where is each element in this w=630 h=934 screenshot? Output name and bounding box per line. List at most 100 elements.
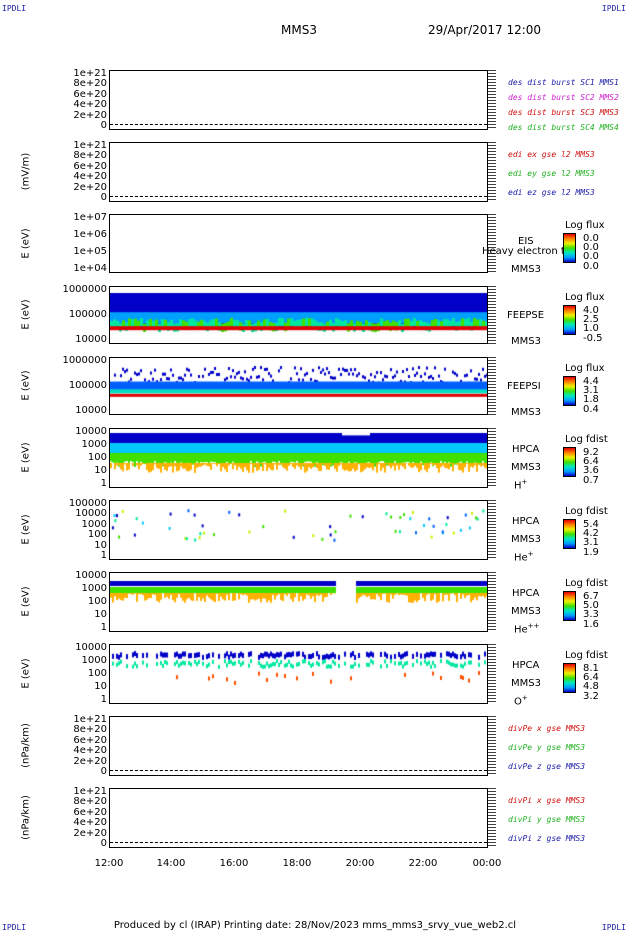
colorbar-tick: 3.6 bbox=[583, 465, 599, 477]
right-tick-marks bbox=[488, 572, 496, 632]
colorbar bbox=[563, 591, 576, 621]
colorbar-tick: 4.8 bbox=[583, 681, 599, 693]
legend-entry: divPi z gse MMS3 bbox=[508, 834, 586, 843]
species-symbol: O bbox=[514, 696, 522, 708]
right-tick-marks bbox=[488, 142, 496, 202]
y-axis-label: E (eV) bbox=[20, 299, 32, 330]
y-tick-label: 1000000 bbox=[62, 284, 107, 295]
legend-entry: des dist burst SC1 MMS1 bbox=[508, 78, 619, 87]
y-tick-label: 10000 bbox=[75, 405, 107, 416]
colorbar-tick: -0.5 bbox=[583, 332, 603, 344]
y-tick-label: 10000 bbox=[75, 334, 107, 345]
x-tick-label: 16:00 bbox=[219, 858, 249, 869]
footer-text: Produced by cl (IRAP) Printing date: 28/… bbox=[113, 920, 517, 931]
y-axis-label: E (eV) bbox=[20, 442, 32, 473]
y-tick-label: 8e+20 bbox=[73, 150, 107, 162]
y-axis-label: E (eV) bbox=[20, 370, 32, 401]
instrument-label: FEEPSE bbox=[507, 310, 545, 321]
species-charge: + bbox=[521, 694, 528, 702]
y-tick-label: 1e+21 bbox=[73, 68, 107, 79]
y-tick-label: 2e+20 bbox=[73, 755, 107, 767]
right-tick-marks bbox=[488, 214, 496, 273]
species-symbol: He bbox=[514, 552, 528, 564]
legend-entry: divPe x gse MMS3 bbox=[508, 724, 586, 733]
legend-entry: des dist burst SC4 MMS4 bbox=[508, 123, 619, 132]
right-tick-marks bbox=[488, 286, 496, 344]
plot-panel bbox=[109, 644, 488, 704]
corner-label-tr: IPDLI bbox=[601, 4, 626, 13]
y-tick-label: 1 bbox=[100, 550, 107, 561]
spectrogram bbox=[110, 501, 487, 559]
plot-panel bbox=[109, 428, 488, 488]
x-tick-label: 20:00 bbox=[345, 858, 375, 869]
colorbar bbox=[563, 305, 576, 335]
colorbar-title: Log flux bbox=[565, 363, 605, 374]
y-tick-label: 100000 bbox=[68, 380, 107, 391]
legend-entry: edi ey gse l2 MMS3 bbox=[508, 169, 595, 178]
colorbar-tick: 6.7 bbox=[583, 591, 599, 602]
colorbar bbox=[563, 519, 576, 549]
colorbar-title: Log flux bbox=[565, 220, 605, 231]
corner-label-br: IPDLI bbox=[601, 923, 626, 932]
y-tick-label: 10 bbox=[94, 609, 107, 620]
y-tick-label: 100000 bbox=[68, 309, 107, 320]
y-tick-label: 4e+20 bbox=[73, 171, 107, 183]
y-tick-label: 1e+07 bbox=[73, 212, 107, 223]
colorbar-title: Log fdist bbox=[565, 650, 608, 661]
colorbar bbox=[563, 233, 576, 263]
y-tick-label: 4e+20 bbox=[73, 817, 107, 829]
y-axis-label: E (eV) bbox=[20, 227, 32, 259]
colorbar-tick: 0.4 bbox=[583, 403, 599, 415]
right-tick-marks bbox=[488, 716, 496, 776]
zero-line bbox=[110, 770, 487, 771]
colorbar bbox=[563, 376, 576, 406]
instrument-label: HPCA bbox=[512, 588, 540, 599]
spectrogram bbox=[110, 287, 487, 343]
y-tick-label: 1000 bbox=[81, 518, 107, 530]
y-tick-label: 4e+20 bbox=[73, 99, 107, 111]
colorbar-tick: 0.0 bbox=[583, 251, 599, 263]
y-tick-label: 100 bbox=[87, 668, 107, 679]
y-tick-label: 1000 bbox=[81, 583, 107, 594]
y-tick-label: 0 bbox=[100, 120, 107, 131]
x-tick-label: 18:00 bbox=[282, 858, 312, 869]
corner-label-tl: IPDLI bbox=[2, 4, 27, 13]
y-tick-label: 100 bbox=[87, 529, 107, 541]
colorbar-tick: 5.0 bbox=[583, 600, 599, 612]
colorbar-tick: 3.1 bbox=[583, 537, 599, 549]
species-charge: + bbox=[521, 478, 528, 486]
legend-entry: divPi y gse MMS3 bbox=[508, 815, 586, 824]
spectrogram bbox=[110, 215, 487, 272]
spectrogram bbox=[110, 573, 487, 631]
colorbar-title: Log fdist bbox=[565, 506, 608, 517]
plot-panel bbox=[109, 214, 488, 273]
colorbar-tick: 0.7 bbox=[583, 474, 599, 486]
right-tick-marks bbox=[488, 428, 496, 488]
right-tick-marks bbox=[488, 788, 496, 848]
y-tick-label: 6e+20 bbox=[73, 806, 107, 818]
species-symbol: He bbox=[514, 624, 528, 636]
colorbar-title: Log fdist bbox=[565, 434, 608, 445]
y-tick-label: 100000 bbox=[68, 498, 107, 509]
right-tick-marks bbox=[488, 357, 496, 415]
colorbar-tick: 1.9 bbox=[583, 546, 599, 558]
spacecraft-label: MMS3 bbox=[511, 462, 541, 473]
legend-entry: edi ex gse l2 MMS3 bbox=[508, 150, 595, 159]
legend-entry: des dist burst SC3 MMS3 bbox=[508, 108, 619, 117]
plot-panel bbox=[109, 142, 488, 202]
y-tick-label: 8e+20 bbox=[73, 796, 107, 808]
y-tick-label: 1 bbox=[100, 478, 107, 489]
spacecraft-label: MMS3 bbox=[511, 534, 541, 545]
y-tick-label: 6e+20 bbox=[73, 734, 107, 746]
datetime-title: 29/Apr/2017 12:00 bbox=[428, 23, 542, 37]
species-label: He+ bbox=[514, 550, 534, 563]
y-axis-label: (nPa/km) bbox=[20, 723, 32, 768]
y-tick-label: 4e+20 bbox=[73, 745, 107, 757]
x-tick-label: 14:00 bbox=[156, 858, 186, 869]
y-tick-label: 1e+21 bbox=[73, 714, 107, 725]
y-tick-label: 2e+20 bbox=[73, 109, 107, 121]
instrument-label: EIS bbox=[518, 236, 534, 247]
x-tick-label: 00:00 bbox=[472, 858, 502, 869]
right-tick-marks bbox=[488, 644, 496, 704]
colorbar-tick: 4.0 bbox=[583, 305, 599, 316]
